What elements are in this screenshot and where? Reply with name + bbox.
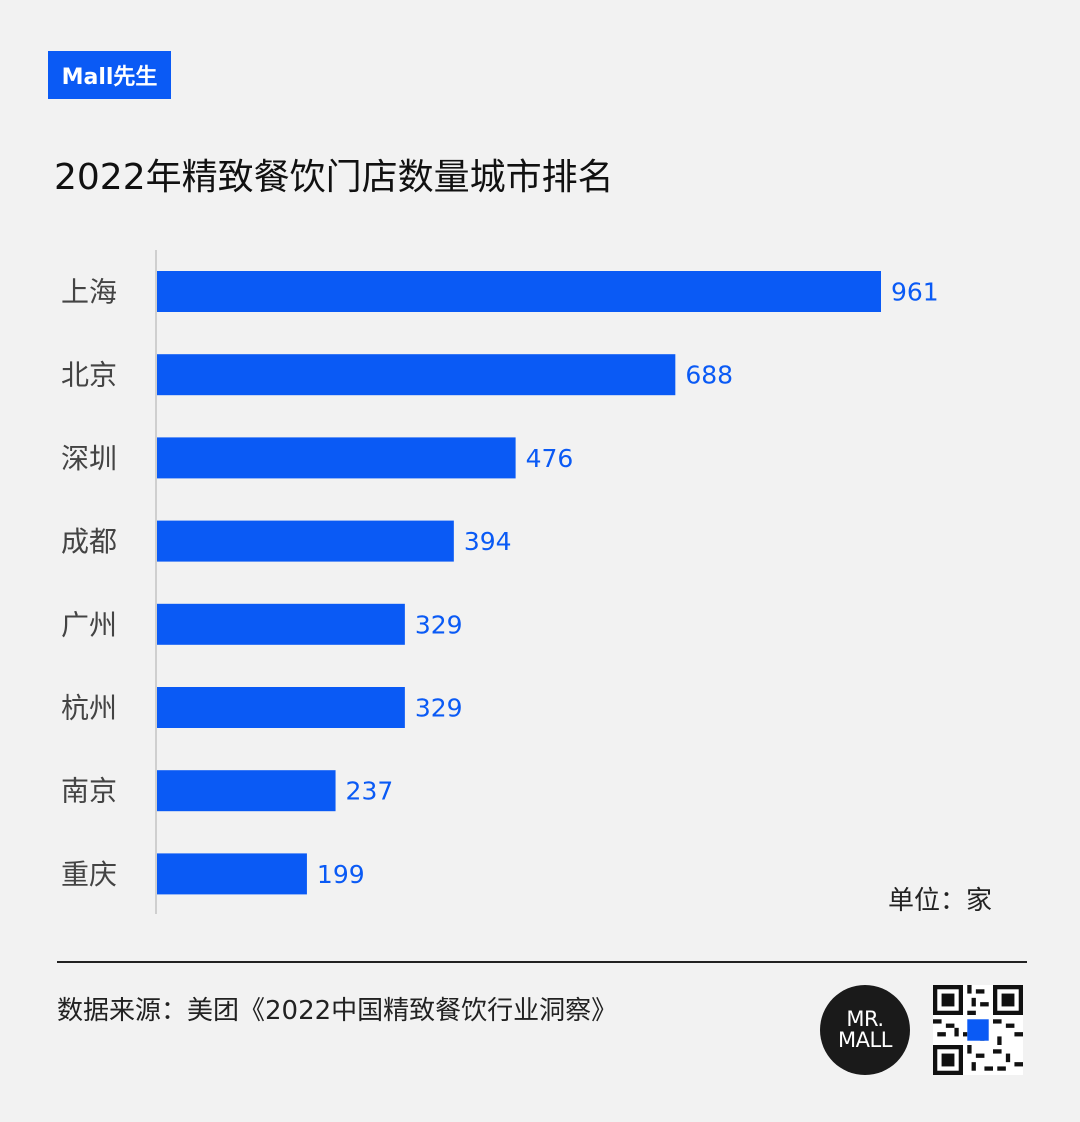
- logo-line-2: MALL: [838, 1028, 892, 1052]
- value-label-5: 329: [415, 694, 463, 723]
- data-source-text: 数据来源：美团《2022中国精致餐饮行业洞察》: [57, 996, 618, 1026]
- category-label-2: 深圳: [61, 442, 117, 475]
- category-label-1: 北京: [61, 359, 117, 392]
- category-label-6: 南京: [61, 775, 117, 808]
- bar-0: [157, 271, 881, 312]
- bar-chart: 上海 961 北京 688 深圳 476 成都 394 广州 329 杭州 329 南京 237 重庆 199: [61, 250, 939, 914]
- category-label-5: 杭州: [61, 692, 117, 725]
- bars-group: 上海 961 北京 688 深圳 476 成都 394 广州 329 杭州 329 南京 237 重庆 199: [61, 271, 939, 895]
- value-label-7: 199: [317, 860, 365, 889]
- category-label-4: 广州: [61, 608, 117, 641]
- category-label-7: 重庆: [61, 858, 117, 891]
- unit-label: 单位：家: [888, 886, 993, 916]
- value-label-2: 476: [526, 444, 574, 473]
- logo-line-1: MR.: [846, 1007, 884, 1031]
- bar-1: [157, 354, 676, 396]
- category-label-3: 成都: [61, 525, 117, 558]
- qr-code-icon: [933, 985, 1023, 1075]
- bar-4: [157, 603, 405, 645]
- value-label-0: 961: [891, 278, 939, 307]
- bar-5: [157, 687, 405, 728]
- brand-badge: Mall先生: [48, 51, 171, 99]
- value-label-6: 237: [346, 777, 394, 806]
- bar-2: [157, 437, 516, 479]
- mr-mall-logo: MR. MALL: [820, 985, 910, 1075]
- bar-3: [157, 520, 454, 562]
- value-label-3: 394: [464, 527, 512, 556]
- bar-6: [157, 770, 336, 812]
- footer-divider: [57, 961, 1027, 963]
- value-label-1: 688: [685, 361, 733, 390]
- category-label-0: 上海: [61, 276, 117, 309]
- bar-7: [157, 853, 307, 895]
- chart-title: 2022年精致餐饮门店数量城市排名: [54, 157, 614, 198]
- value-label-4: 329: [415, 610, 463, 639]
